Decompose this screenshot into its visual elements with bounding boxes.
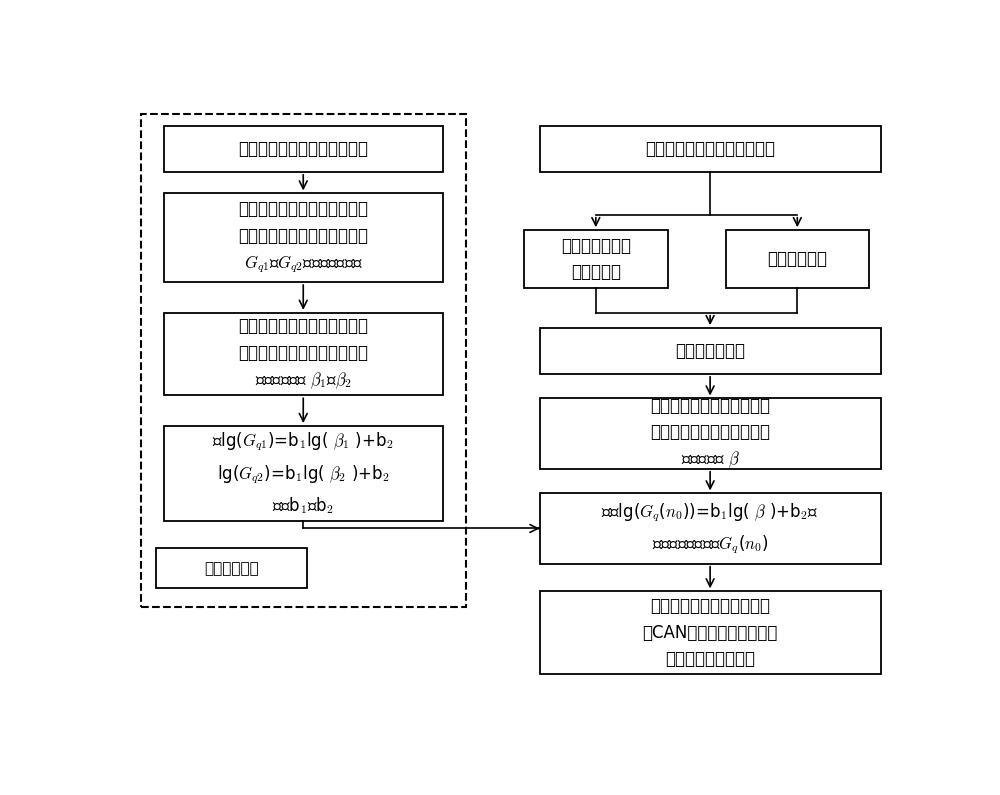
Text: 令lg($G_{q1}$)=b$_1$lg( $\beta_1$ )+b$_2$
lg($G_{q2}$)=b$_1$lg( $\beta_2$ )+b$_2$: 令lg($G_{q1}$)=b$_1$lg( $\beta_1$ )+b$_2$…	[212, 431, 394, 516]
Text: 将系统安装于某车型试验样车: 将系统安装于某车型试验样车	[238, 140, 368, 158]
Bar	[164, 426, 443, 521]
Bar	[524, 230, 668, 289]
Text: 信号滤波、放大: 信号滤波、放大	[675, 342, 745, 360]
Bar	[156, 549, 307, 588]
Bar	[540, 591, 881, 674]
Bar	[540, 126, 881, 172]
Text: 样车标定环节: 样车标定环节	[204, 560, 259, 576]
Bar	[540, 328, 881, 374]
Bar	[140, 114, 466, 607]
Text: 计算数秒内各簧下质量加速
度均方值与车速之比，并取
平均，记为 $\beta$: 计算数秒内各簧下质量加速 度均方值与车速之比，并取 平均，记为 $\beta$	[650, 397, 770, 471]
Text: 根据lg($G_q$($n_0$))=b$_1$lg( $\beta$ )+b$_2$计
算路面不平度系数$G_q$($n_0$): 根据lg($G_q$($n_0$))=b$_1$lg( $\beta$ )+b$…	[601, 501, 819, 556]
Bar	[540, 493, 881, 564]
Bar	[164, 193, 443, 282]
Text: 采集各簧下质量
加速度信号: 采集各簧下质量 加速度信号	[561, 237, 631, 281]
Bar	[164, 312, 443, 395]
Text: 系统收到进行路面辨识的指令: 系统收到进行路面辨识的指令	[645, 140, 775, 158]
Text: 在任意两种不平度已知的路面
（设其路面不平度系数分别为
$G_{q1}$、$G_{q2}$）进行道路试验: 在任意两种不平度已知的路面 （设其路面不平度系数分别为 $G_{q1}$、$G_…	[238, 200, 368, 275]
Text: 进行数据处理，获得两种道路
下簧下质量加速度均方值与车
速之比，记为 $\beta_{1}$、$\beta_{2}$: 进行数据处理，获得两种道路 下簧下质量加速度均方值与车 速之比，记为 $\bet…	[238, 317, 368, 391]
Text: 将路面不平度系数信息发送
至CAN总线，可用于实施主
动、半主动悬架控制: 将路面不平度系数信息发送 至CAN总线，可用于实施主 动、半主动悬架控制	[642, 597, 778, 668]
Bar	[164, 126, 443, 172]
Text: 采集车速信号: 采集车速信号	[767, 250, 827, 268]
Bar	[726, 230, 869, 289]
Bar	[540, 398, 881, 469]
